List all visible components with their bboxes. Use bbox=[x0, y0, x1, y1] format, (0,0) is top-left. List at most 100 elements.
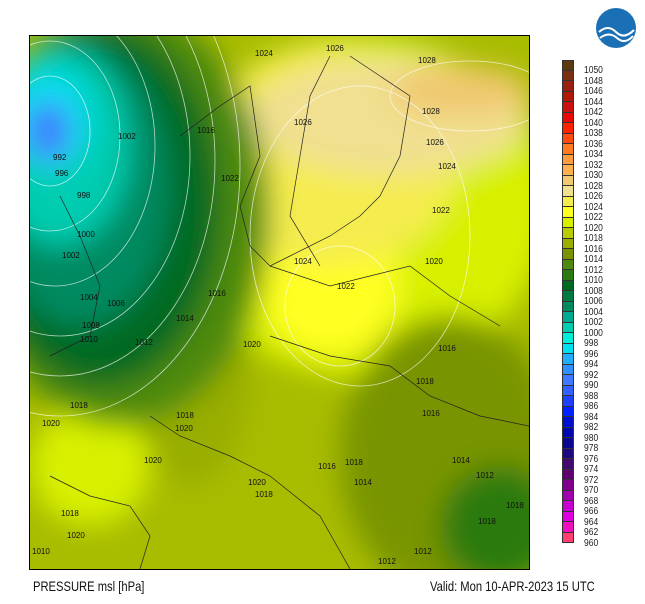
contour-label: 1018 bbox=[478, 517, 496, 526]
legend-swatch bbox=[562, 448, 574, 459]
legend-label: 1044 bbox=[584, 96, 603, 108]
legend-label: 1016 bbox=[584, 243, 603, 255]
legend-swatch bbox=[562, 490, 574, 501]
contour-label: 1014 bbox=[354, 478, 372, 487]
contour-label: 1024 bbox=[255, 49, 273, 58]
contour-label: 1026 bbox=[426, 138, 444, 147]
contour-label: 1024 bbox=[438, 162, 456, 171]
legend-swatch bbox=[562, 469, 574, 480]
legend-label: 1014 bbox=[584, 254, 603, 265]
legend-swatch bbox=[562, 60, 574, 71]
contour-label: 1022 bbox=[337, 282, 355, 291]
legend-swatch bbox=[562, 501, 574, 512]
contour-label: 1016 bbox=[438, 344, 456, 353]
contour-label: 1020 bbox=[144, 456, 162, 465]
legend-swatch bbox=[562, 112, 574, 123]
legend-swatch bbox=[562, 301, 574, 312]
legend-swatch bbox=[562, 354, 574, 365]
legend-label: 970 bbox=[584, 485, 599, 496]
contour-label: 1018 bbox=[176, 411, 194, 420]
contour-label: 1016 bbox=[422, 409, 440, 418]
contour-label: 996 bbox=[55, 169, 69, 178]
legend-label: 1048 bbox=[584, 75, 603, 87]
pressure-field bbox=[30, 36, 529, 569]
legend-label: 1050 bbox=[584, 65, 603, 76]
legend-label: 986 bbox=[584, 401, 599, 412]
legend-label: 966 bbox=[584, 506, 599, 517]
legend-swatch bbox=[562, 270, 574, 281]
contour-label: 1014 bbox=[176, 314, 194, 323]
legend-label: 974 bbox=[584, 464, 599, 475]
legend-label: 1004 bbox=[584, 306, 603, 318]
legend-label: 1008 bbox=[584, 285, 603, 297]
legend-label: 996 bbox=[584, 348, 599, 360]
legend-label: 998 bbox=[584, 338, 599, 349]
legend-swatch bbox=[562, 186, 574, 197]
isobars bbox=[30, 36, 529, 417]
contour-label: 1018 bbox=[70, 401, 88, 410]
legend-swatch bbox=[562, 280, 574, 291]
legend-swatch bbox=[562, 165, 574, 176]
contour-label: 1012 bbox=[476, 471, 494, 480]
contour-label: 1018 bbox=[506, 501, 524, 510]
legend-swatch bbox=[562, 312, 574, 323]
contour-label: 1014 bbox=[452, 456, 470, 465]
legend-swatch bbox=[562, 364, 574, 375]
contour-label: 1006 bbox=[107, 299, 125, 308]
legend-swatch bbox=[562, 144, 574, 155]
legend-label: 1018 bbox=[584, 233, 603, 244]
legend-swatch bbox=[562, 406, 574, 417]
legend-swatch bbox=[562, 228, 574, 239]
legend-label: 994 bbox=[584, 359, 599, 370]
contour-label: 1020 bbox=[243, 340, 261, 349]
contour-label: 1010 bbox=[32, 547, 50, 556]
legend-label: 1024 bbox=[584, 201, 603, 213]
contour-label: 1022 bbox=[221, 174, 239, 183]
contour-label: 1028 bbox=[418, 56, 436, 65]
legend-label: 1006 bbox=[584, 296, 603, 307]
legend-swatch bbox=[562, 123, 574, 134]
contour-label: 1018 bbox=[61, 509, 79, 518]
contour-label: 1016 bbox=[208, 289, 226, 298]
legend-swatch bbox=[562, 322, 574, 333]
contour-label: 1026 bbox=[326, 44, 344, 53]
legend-swatch bbox=[562, 333, 574, 344]
legend-swatch bbox=[562, 480, 574, 491]
legend-label: 978 bbox=[584, 443, 599, 454]
legend-swatch bbox=[562, 375, 574, 386]
legend-swatch bbox=[562, 238, 574, 249]
valid-time: Valid: Mon 10-APR-2023 15 UTC bbox=[430, 578, 595, 594]
legend-label: 1028 bbox=[584, 180, 603, 192]
legend-label: 962 bbox=[584, 527, 599, 538]
legend-label: 972 bbox=[584, 474, 599, 486]
legend-label: 982 bbox=[584, 422, 599, 433]
nws-logo bbox=[596, 8, 636, 48]
legend-label: 1046 bbox=[584, 86, 603, 97]
legend-label: 1032 bbox=[584, 159, 603, 171]
map-title: PRESSURE msl [hPa] bbox=[33, 578, 145, 594]
contour-label: 1016 bbox=[197, 126, 215, 135]
legend-swatch bbox=[562, 259, 574, 270]
contour-label: 1002 bbox=[62, 251, 80, 260]
contour-label: 1020 bbox=[248, 478, 266, 487]
legend-swatch bbox=[562, 217, 574, 228]
contour-label: 1026 bbox=[294, 118, 312, 127]
legend-label: 1034 bbox=[584, 149, 603, 160]
contour-label: 992 bbox=[53, 153, 67, 162]
legend-label: 964 bbox=[584, 516, 599, 528]
legend-swatch bbox=[562, 102, 574, 113]
contour-label: 1020 bbox=[67, 531, 85, 540]
legend-label: 992 bbox=[584, 369, 599, 381]
legend-label: 988 bbox=[584, 390, 599, 402]
legend-swatch bbox=[562, 417, 574, 428]
legend-label: 960 bbox=[584, 537, 599, 549]
contour-label: 1024 bbox=[294, 257, 312, 266]
contour-label: 1008 bbox=[82, 321, 100, 330]
legend-swatch bbox=[562, 133, 574, 144]
legend-label: 1002 bbox=[584, 317, 603, 328]
legend-swatch bbox=[562, 427, 574, 438]
pressure-map: 1024 1026 1028 1028 1026 1026 1024 1002 1016 992 9… bbox=[29, 35, 530, 570]
contour-label: 1028 bbox=[422, 107, 440, 116]
legend-label: 1000 bbox=[584, 327, 603, 339]
legend-swatch bbox=[562, 207, 574, 218]
